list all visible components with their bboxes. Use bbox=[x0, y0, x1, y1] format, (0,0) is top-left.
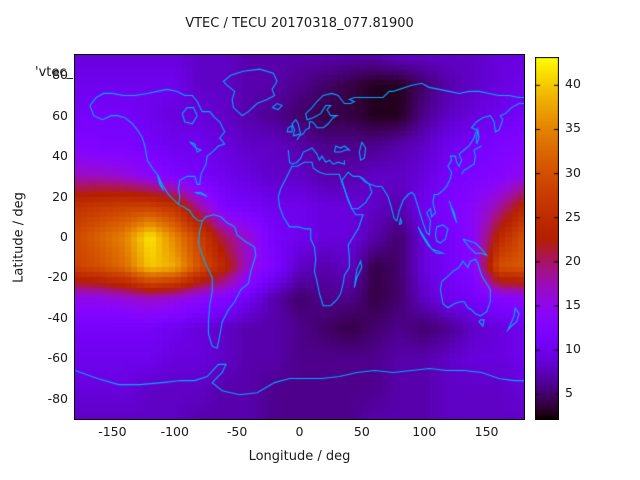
colorbar-tick-label: 20 bbox=[565, 252, 581, 268]
x-tick-label: -50 bbox=[226, 424, 248, 439]
x-tick-label: 150 bbox=[474, 424, 499, 439]
colorbar-tick-label: 35 bbox=[565, 120, 581, 136]
y-tick-label: -20 bbox=[47, 269, 68, 285]
y-tick-label: -40 bbox=[47, 309, 68, 325]
colorbar-canvas bbox=[535, 57, 559, 420]
y-tick-label: -60 bbox=[47, 350, 68, 366]
vtec-heatmap-canvas bbox=[74, 54, 525, 420]
x-tick-label: -100 bbox=[160, 424, 189, 439]
vtec-overlay-label: 'vtec_ bbox=[35, 65, 74, 80]
x-tick-label: -150 bbox=[98, 424, 127, 439]
y-axis-label: Latitude / deg bbox=[11, 192, 27, 283]
x-tick-label: 50 bbox=[353, 424, 370, 439]
y-tick-label: 80 bbox=[52, 67, 68, 83]
colorbar-tick-label: 30 bbox=[565, 164, 581, 180]
y-tick-label: 40 bbox=[52, 148, 68, 164]
plot-title: VTEC / TECU 20170318_077.81900 bbox=[185, 16, 414, 31]
x-tick-label: 0 bbox=[295, 424, 304, 439]
y-tick-label: 60 bbox=[52, 107, 68, 123]
y-tick-label: 0 bbox=[60, 229, 68, 244]
x-axis-label: Longitude / deg bbox=[248, 449, 351, 464]
colorbar-tick-label: 15 bbox=[565, 297, 581, 313]
y-tick-label: -80 bbox=[47, 390, 68, 406]
x-tick-label: 100 bbox=[412, 424, 437, 439]
colorbar-tick-label: 10 bbox=[565, 341, 581, 357]
colorbar-tick-label: 5 bbox=[565, 385, 573, 401]
colorbar-tick-label: 40 bbox=[565, 76, 581, 92]
colorbar-tick-label: 25 bbox=[565, 208, 581, 224]
y-tick-label: 20 bbox=[52, 188, 68, 204]
